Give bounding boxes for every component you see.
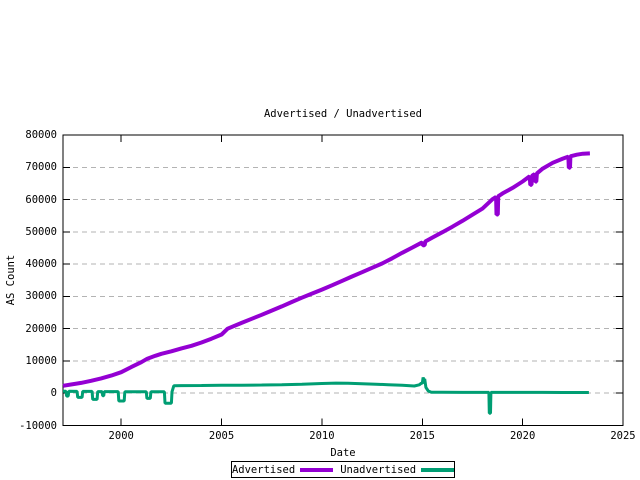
series-advertised-line <box>62 151 590 388</box>
axis-border <box>62 134 624 426</box>
x-axis-title: Date <box>330 447 356 459</box>
y-tick-label: 80000 <box>25 129 57 141</box>
legend-item-advertised: Advertised <box>231 463 334 476</box>
x-tick-label: 2005 <box>208 430 235 442</box>
legend-item-unadvertised: Unadvertised <box>340 463 455 476</box>
x-tick-label: 2025 <box>610 430 636 442</box>
y-axis-title: AS Count <box>5 254 17 306</box>
y-tick-label: 60000 <box>25 193 57 206</box>
y-tick-label: 0 <box>50 387 57 400</box>
series-unadvertised-line <box>63 376 589 415</box>
legend-label-unadvertised: Unadvertised <box>340 463 417 476</box>
x-tick-label: 2010 <box>309 430 335 442</box>
x-tick-label: 2015 <box>409 430 435 442</box>
y-tick-label: -10000 <box>19 419 57 432</box>
y-tick-label: 20000 <box>25 322 57 335</box>
legend-line-sample-unadvertised <box>421 467 455 472</box>
chart-title: Advertised / Unadvertised <box>263 108 423 120</box>
y-tick-label: 30000 <box>25 290 57 303</box>
legend-label-advertised: Advertised <box>231 463 296 476</box>
y-tick-label: 50000 <box>25 225 57 238</box>
legend-line-sample-advertised <box>300 467 334 472</box>
y-tick-label: 70000 <box>25 161 57 174</box>
y-tick-label: 40000 <box>25 258 57 271</box>
y-tick-label: 10000 <box>25 354 57 367</box>
legend: Advertised Unadvertised <box>231 461 455 478</box>
x-tick-label: 2000 <box>108 430 134 442</box>
x-tick-label: 2020 <box>509 430 536 442</box>
